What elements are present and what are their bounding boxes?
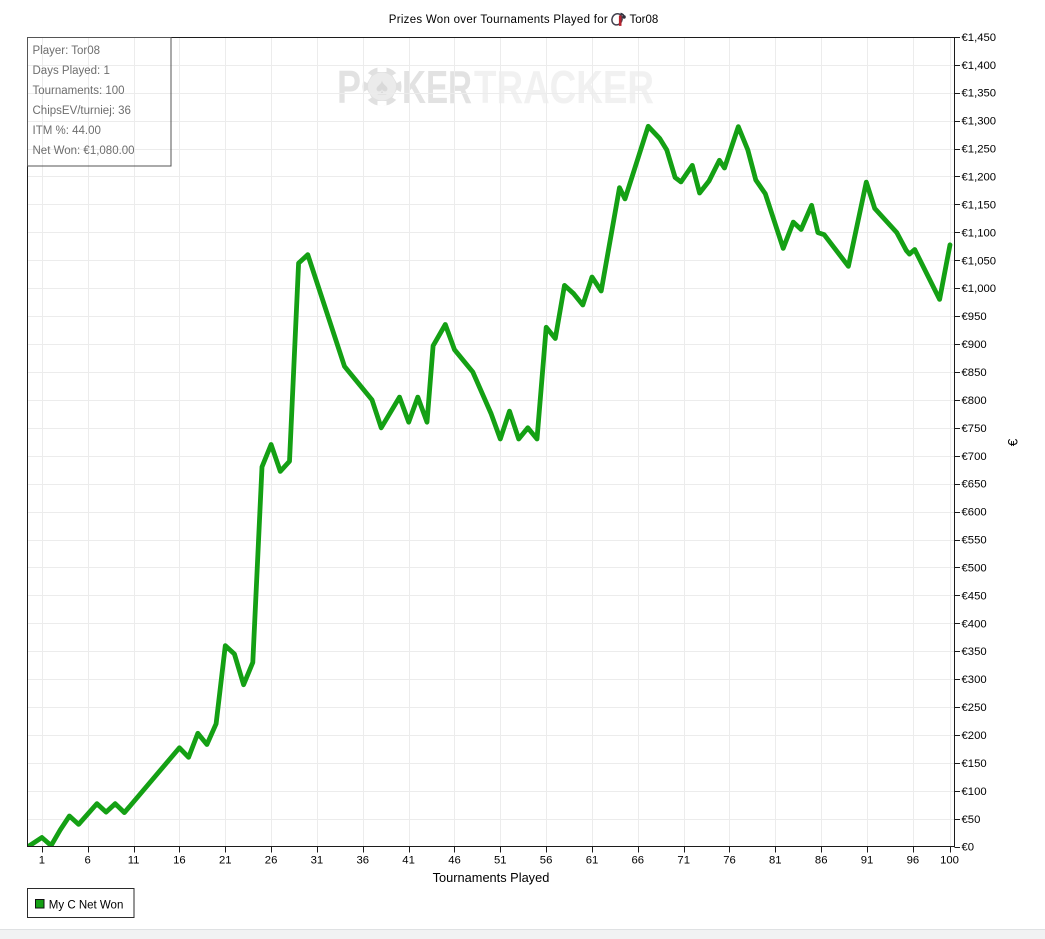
svg-text:21: 21 xyxy=(219,855,232,867)
svg-text:€700: €700 xyxy=(962,451,987,463)
svg-text:ITM %: 44.00: ITM %: 44.00 xyxy=(33,125,101,137)
svg-text:71: 71 xyxy=(677,855,690,867)
svg-text:€400: €400 xyxy=(962,618,987,630)
svg-text:36: 36 xyxy=(357,855,370,867)
svg-text:€1,350: €1,350 xyxy=(962,88,997,100)
svg-text:€550: €550 xyxy=(962,535,987,547)
svg-text:1: 1 xyxy=(39,855,45,867)
svg-text:€100: €100 xyxy=(962,786,987,798)
svg-text:€300: €300 xyxy=(962,674,987,686)
svg-text:€1,300: €1,300 xyxy=(962,116,997,128)
svg-text:Tournaments Played: Tournaments Played xyxy=(433,870,550,885)
svg-text:26: 26 xyxy=(265,855,278,867)
svg-text:€1,000: €1,000 xyxy=(962,283,997,295)
svg-text:Prizes Won over Tournaments Pl: Prizes Won over Tournaments Played for xyxy=(389,14,608,26)
svg-text:€750: €750 xyxy=(962,423,987,435)
svg-text:96: 96 xyxy=(907,855,920,867)
svg-text:€1,050: €1,050 xyxy=(962,255,997,267)
svg-text:Net Won: €1,080.00: Net Won: €1,080.00 xyxy=(33,145,135,157)
svg-text:41: 41 xyxy=(402,855,415,867)
svg-text:€1,150: €1,150 xyxy=(962,199,997,211)
svg-text:31: 31 xyxy=(311,855,324,867)
svg-text:€: € xyxy=(1005,438,1020,446)
svg-text:11: 11 xyxy=(128,855,140,867)
svg-text:€1,200: €1,200 xyxy=(962,172,997,184)
svg-text:56: 56 xyxy=(540,855,553,867)
svg-text:€250: €250 xyxy=(962,702,987,714)
svg-text:€1,250: €1,250 xyxy=(962,144,997,156)
svg-text:€850: €850 xyxy=(962,367,987,379)
svg-text:♠: ♠ xyxy=(376,74,388,100)
svg-text:100: 100 xyxy=(940,855,959,867)
svg-text:€600: €600 xyxy=(962,507,987,519)
svg-text:ChipsEV/turniej: 36: ChipsEV/turniej: 36 xyxy=(33,105,131,117)
svg-text:46: 46 xyxy=(448,855,461,867)
svg-text:Tor08: Tor08 xyxy=(630,14,659,26)
svg-text:€50: €50 xyxy=(962,814,981,826)
svg-text:€350: €350 xyxy=(962,646,987,658)
svg-text:51: 51 xyxy=(494,855,507,867)
svg-text:€1,400: €1,400 xyxy=(962,60,997,72)
svg-text:€450: €450 xyxy=(962,590,987,602)
svg-text:€900: €900 xyxy=(962,339,987,351)
svg-text:Player: Tor08: Player: Tor08 xyxy=(33,45,101,57)
svg-text:66: 66 xyxy=(632,855,645,867)
svg-text:Days Played: 1: Days Played: 1 xyxy=(33,65,110,77)
svg-text:TRACKER: TRACKER xyxy=(474,61,654,113)
svg-text:P: P xyxy=(337,61,361,113)
svg-text:€800: €800 xyxy=(962,395,987,407)
svg-text:€1,450: €1,450 xyxy=(962,32,997,44)
svg-text:86: 86 xyxy=(815,855,828,867)
svg-text:€0: €0 xyxy=(962,842,975,854)
svg-text:81: 81 xyxy=(769,855,782,867)
svg-text:€200: €200 xyxy=(962,730,987,742)
svg-text:€950: €950 xyxy=(962,311,987,323)
svg-text:€650: €650 xyxy=(962,479,987,491)
svg-text:61: 61 xyxy=(586,855,599,867)
svg-text:€150: €150 xyxy=(962,758,987,770)
svg-text:16: 16 xyxy=(173,855,186,867)
svg-text:€1,100: €1,100 xyxy=(962,227,997,239)
svg-text:KER: KER xyxy=(402,61,472,113)
svg-text:6: 6 xyxy=(85,855,91,867)
svg-text:76: 76 xyxy=(723,855,736,867)
svg-text:€500: €500 xyxy=(962,563,987,575)
svg-text:91: 91 xyxy=(861,855,874,867)
svg-text:Tournaments: 100: Tournaments: 100 xyxy=(33,85,125,97)
svg-text:My C Net Won: My C Net Won xyxy=(49,900,124,912)
